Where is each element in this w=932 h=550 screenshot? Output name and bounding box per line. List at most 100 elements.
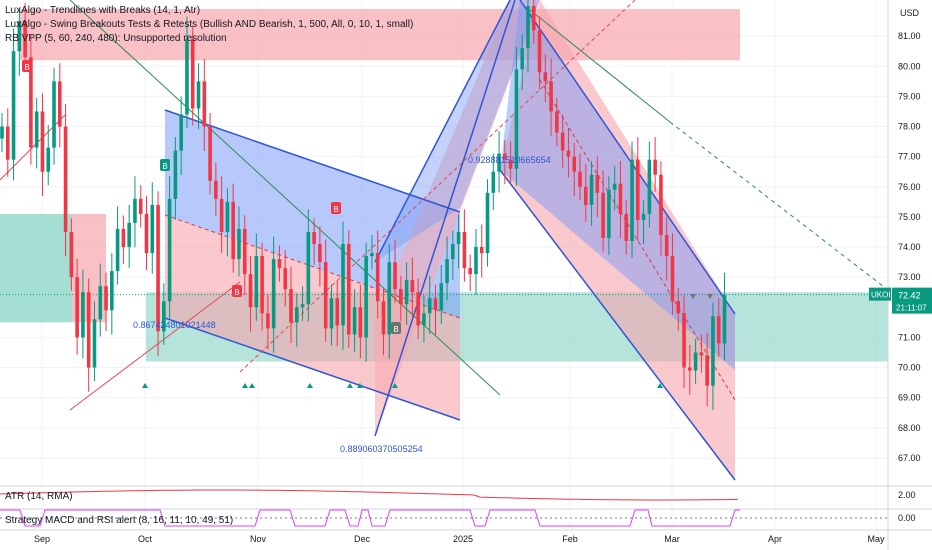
price-tick-label: 76.00 — [898, 182, 921, 192]
candle-body — [572, 157, 576, 172]
candle-body — [653, 160, 657, 175]
candle-body — [474, 247, 478, 274]
candle-body — [636, 160, 640, 220]
price-tick-label: 80.00 — [898, 61, 921, 71]
candle-body — [549, 81, 553, 111]
candle-body — [6, 127, 10, 160]
time-tick-label: Feb — [562, 534, 578, 544]
candle-body — [283, 268, 287, 289]
candle-body — [214, 181, 218, 199]
candle-body — [266, 313, 270, 328]
candle-body — [567, 151, 571, 157]
breakout-marker-label: B — [393, 325, 398, 334]
candle-body — [411, 280, 415, 292]
candle-body — [145, 214, 149, 253]
price-tick-label: 74.00 — [898, 242, 921, 252]
countdown-label: 21:11:07 — [896, 304, 927, 313]
candle-body — [590, 175, 594, 205]
price-tick-label: 81.00 — [898, 31, 921, 41]
fib-ratio-label: 0.928881510665654 — [468, 155, 551, 165]
fib-ratio-label: 0.889060370505254 — [340, 444, 423, 454]
candle-body — [596, 175, 600, 193]
symbol-label: UKOIL — [871, 291, 896, 300]
candle-body — [226, 202, 230, 232]
candle-body — [613, 184, 617, 190]
candle-body — [364, 256, 368, 337]
candle-body — [81, 292, 85, 337]
breakout-marker-label: B — [24, 63, 29, 72]
legend-atr[interactable]: ATR (14, RMA) — [5, 491, 73, 502]
atr-tick-label: 2.00 — [898, 490, 916, 500]
candle-body — [451, 244, 455, 259]
candle-body — [0, 127, 4, 139]
candle-body — [260, 256, 264, 313]
candle-body — [359, 307, 363, 337]
candle-body — [480, 247, 484, 253]
candle-body — [41, 111, 45, 171]
candle-body — [307, 232, 311, 304]
candle-body — [324, 262, 328, 328]
triangle-up-marker — [249, 383, 255, 388]
price-tick-label: 68.00 — [898, 423, 921, 433]
candle-body — [492, 172, 496, 193]
candle-body — [619, 184, 623, 214]
candle-body — [370, 253, 374, 256]
candle-body — [191, 39, 195, 108]
candle-body — [717, 316, 721, 343]
candle-body — [486, 193, 490, 253]
candle-body — [659, 175, 663, 235]
legend-strategy[interactable]: Strategy MACD and RSI alert (8, 16, 11, … — [5, 515, 233, 526]
candle-body — [723, 295, 727, 343]
candle-body — [156, 205, 160, 332]
price-tick-label: 71.00 — [898, 332, 921, 342]
legend-vpp[interactable]: RB VPP (5, 60, 240, 480): Unsupported re… — [5, 33, 227, 44]
legend-trendlines[interactable]: LuxAlgo - Trendlines with Breaks (14, 1,… — [5, 5, 200, 16]
candle-body — [197, 81, 201, 108]
candle-body — [168, 199, 172, 301]
candle-body — [203, 81, 207, 126]
candle-body — [341, 244, 345, 325]
candle-body — [231, 202, 235, 259]
candle-body — [382, 301, 386, 334]
legend-swing-breakouts[interactable]: LuxAlgo - Swing Breakouts Tests & Retest… — [5, 19, 413, 30]
price-tick-label: 70.00 — [898, 363, 921, 373]
candle-body — [35, 111, 39, 147]
currency-label: USD — [900, 8, 920, 18]
candle-body — [422, 313, 426, 325]
candle-body — [688, 368, 692, 371]
time-tick-label: Nov — [250, 534, 267, 544]
triangle-up-marker — [347, 383, 353, 388]
candle-body — [116, 229, 120, 271]
time-tick-label: 2025 — [453, 534, 473, 544]
candle-body — [387, 262, 391, 334]
price-tick-label: 77.00 — [898, 152, 921, 162]
candle-body — [532, 6, 536, 30]
candle-body — [133, 199, 137, 223]
candle-body — [255, 256, 259, 307]
candle-body — [179, 114, 183, 150]
candle-body — [243, 229, 247, 274]
time-tick-label: May — [867, 534, 885, 544]
time-tick-label: Mar — [664, 534, 680, 544]
candle-body — [301, 304, 305, 307]
candle-body — [538, 30, 542, 72]
candle-body — [98, 286, 102, 319]
candle-body — [648, 160, 652, 214]
candle-body — [601, 193, 605, 238]
candle-body — [330, 298, 334, 328]
candle-body — [711, 316, 715, 385]
candle-body — [237, 229, 241, 259]
candle-body — [694, 352, 698, 370]
candle-body — [445, 259, 449, 283]
candle-body — [185, 39, 189, 114]
strategy-tick-label: 0.00 — [898, 513, 916, 523]
candle-body — [428, 298, 432, 313]
candle-body — [584, 187, 588, 205]
candle-body — [295, 307, 299, 322]
candle-body — [70, 232, 74, 277]
candle-body — [347, 244, 351, 334]
candle-body — [127, 223, 131, 247]
candle-body — [75, 277, 79, 337]
candle-body — [624, 214, 628, 241]
